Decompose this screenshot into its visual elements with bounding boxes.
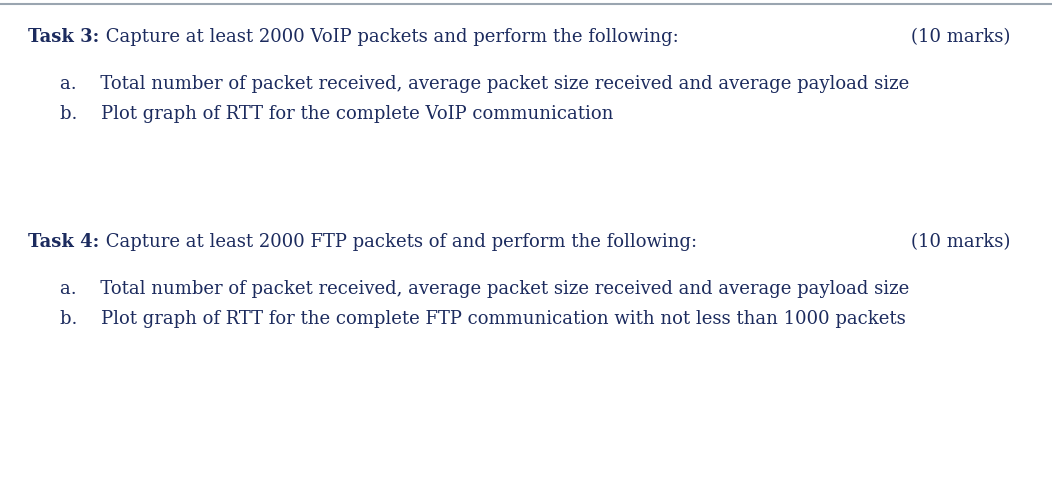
Text: Capture at least 2000 VoIP packets and perform the following:: Capture at least 2000 VoIP packets and p…: [100, 28, 679, 46]
Text: Task 3:: Task 3:: [28, 28, 99, 46]
Text: (10 marks): (10 marks): [911, 28, 1010, 46]
Text: a.  Total number of packet received, average packet size received and average pa: a. Total number of packet received, aver…: [60, 280, 909, 298]
Text: (10 marks): (10 marks): [911, 233, 1010, 251]
Text: Task 4:: Task 4:: [28, 233, 99, 251]
Text: b.  Plot graph of RTT for the complete VoIP communication: b. Plot graph of RTT for the complete Vo…: [60, 105, 613, 123]
Text: a.  Total number of packet received, average packet size received and average pa: a. Total number of packet received, aver…: [60, 75, 909, 93]
Text: Capture at least 2000 FTP packets of and perform the following:: Capture at least 2000 FTP packets of and…: [100, 233, 697, 251]
Text: b.  Plot graph of RTT for the complete FTP communication with not less than 1000: b. Plot graph of RTT for the complete FT…: [60, 310, 906, 328]
